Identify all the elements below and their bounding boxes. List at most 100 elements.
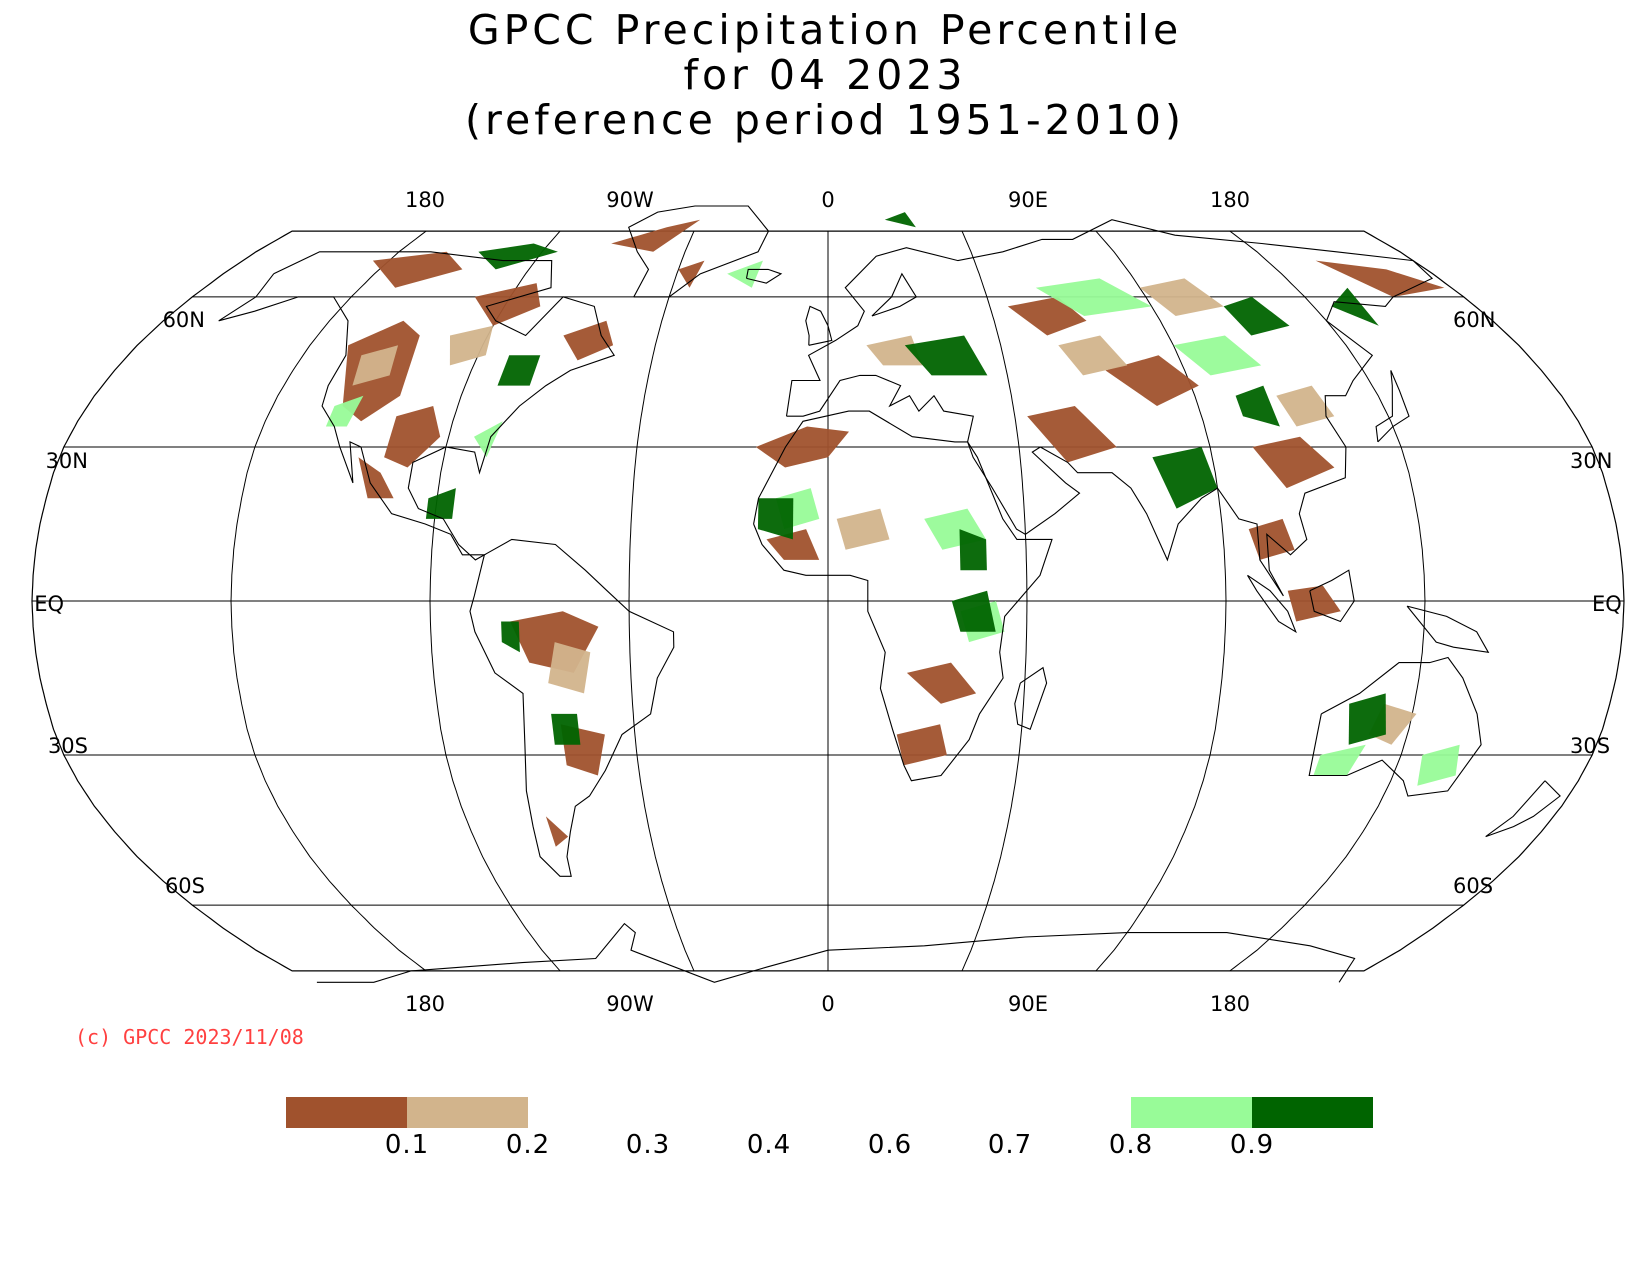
percentile-patch-very-dry [1027, 406, 1117, 463]
coastline [1247, 574, 1297, 634]
percentile-patch-very-wet [1331, 287, 1379, 326]
percentile-patch-dry [1276, 385, 1335, 427]
percentile-patch-very-wet [425, 488, 456, 519]
right-lat-label: 30S [1570, 734, 1610, 758]
percentile-patch-very-wet [1152, 447, 1218, 509]
percentile-patch-very-wet [501, 621, 520, 653]
legend-label: 0.7 [987, 1130, 1033, 1160]
percentile-patch-dry [1058, 335, 1128, 376]
axis-labels: 180 90W 0 90E 180 180 90W 0 90E 180 60N … [34, 188, 1622, 1016]
percentile-patch-wet [1173, 335, 1262, 376]
coastline [1485, 780, 1561, 838]
right-lat-label: 60N [1453, 308, 1495, 332]
coastline [1406, 605, 1490, 654]
percentile-patch-very-dry [1252, 436, 1335, 489]
percentile-patch-very-wet [497, 355, 541, 386]
coastline [316, 922, 1356, 983]
precipitation-anomaly-layer [325, 212, 1460, 847]
percentile-patch-very-dry [755, 426, 849, 468]
percentile-patch-very-wet [884, 212, 916, 228]
legend-label: 0.1 [384, 1130, 430, 1160]
right-lat-label: 60S [1453, 874, 1493, 898]
percentile-patch-dry [352, 345, 399, 386]
percentile-patch-wet [727, 260, 763, 288]
percentile-patch-very-dry [1287, 585, 1341, 622]
percentile-patch-very-wet [1348, 693, 1386, 745]
bottom-lon-label: 90W [606, 992, 654, 1016]
legend-swatch-very-dry [286, 1097, 407, 1128]
percentile-patch-very-dry [545, 816, 569, 847]
percentile-patch-very-dry [1105, 355, 1199, 406]
percentile-patch-very-wet [904, 335, 988, 376]
coastline [785, 219, 1434, 597]
percentile-patch-very-dry [1315, 260, 1445, 297]
percentile-patch-very-wet [551, 713, 581, 745]
coastlines [218, 205, 1561, 983]
percentile-patch-dry [449, 325, 494, 366]
percentile-patch-dry [1139, 278, 1224, 316]
coastline [871, 272, 918, 317]
coastline [1308, 656, 1482, 797]
percentile-patch-very-wet [1235, 385, 1280, 427]
percentile-patch-very-wet [757, 498, 794, 540]
percentile-patch-very-dry [896, 724, 947, 766]
coastline [1375, 370, 1410, 443]
percentile-patch-very-dry [766, 529, 820, 560]
coastline [1014, 666, 1048, 731]
title-line-2: for 04 2023 [683, 51, 967, 99]
percentile-patch-wet [1035, 278, 1152, 316]
legend-label: 0.3 [625, 1130, 671, 1160]
percentile-patch-very-wet [959, 529, 987, 571]
right-lat-label: 30N [1570, 449, 1612, 473]
coastline [753, 410, 1053, 782]
percentile-patch-very-wet [478, 243, 558, 270]
percentile-patch-very-dry [1248, 518, 1295, 560]
percentile-patch-very-dry [611, 219, 701, 252]
percentile-patch-wet [1313, 744, 1366, 776]
percentile-patch-very-dry [906, 662, 977, 704]
percentile-patch-dry [866, 335, 923, 366]
title-line-1: GPCC Precipitation Percentile [467, 6, 1183, 54]
top-lon-label: 90W [606, 188, 654, 212]
top-lon-label: 180 [405, 188, 445, 212]
percentile-patch-wet [1417, 744, 1460, 786]
bottom-lon-label: 0 [821, 992, 834, 1016]
bottom-lon-label: 180 [405, 992, 445, 1016]
coastline [805, 305, 833, 346]
right-lat-label: EQ [1592, 592, 1622, 616]
coastline [1309, 569, 1355, 623]
left-lat-label: 30S [48, 734, 88, 758]
top-lon-label: 90E [1008, 188, 1048, 212]
bottom-lon-label: 90E [1008, 992, 1048, 1016]
bottom-lon-label: 180 [1210, 992, 1250, 1016]
title-line-3: (reference period 1951-2010) [465, 96, 1185, 144]
percentile-patch-very-wet [951, 590, 996, 632]
map-frame [31, 230, 1625, 972]
legend-label: 0.4 [746, 1130, 792, 1160]
percentile-patch-very-wet [1223, 296, 1290, 336]
legend-swatch-wet [1131, 1097, 1252, 1128]
map-title: GPCC Precipitation Percentile for 04 202… [0, 8, 1650, 143]
percentile-patch-very-dry [372, 251, 463, 288]
left-lat-label: 60S [165, 874, 205, 898]
left-lat-label: 30N [46, 449, 88, 473]
top-lon-label: 180 [1210, 188, 1250, 212]
coastline [218, 251, 616, 561]
copyright-note: (c) GPCC 2023/11/08 [75, 1025, 304, 1049]
left-lat-label: EQ [34, 592, 64, 616]
legend-label: 0.2 [505, 1130, 551, 1160]
percentile-patch-very-dry [358, 457, 394, 499]
percentile-patch-very-dry [474, 283, 541, 326]
coastline [745, 268, 783, 284]
left-lat-label: 60N [163, 308, 205, 332]
percentile-patch-wet [474, 421, 503, 458]
percentile-patch-wet [325, 395, 364, 427]
percentile-patch-very-dry [563, 320, 614, 361]
percentile-patch-dry [836, 508, 890, 550]
coastline [469, 538, 675, 877]
percentile-patch-very-dry [678, 260, 705, 288]
coastline [628, 205, 770, 298]
legend-label: 0.9 [1229, 1130, 1275, 1160]
percentile-patch-dry [548, 642, 591, 694]
